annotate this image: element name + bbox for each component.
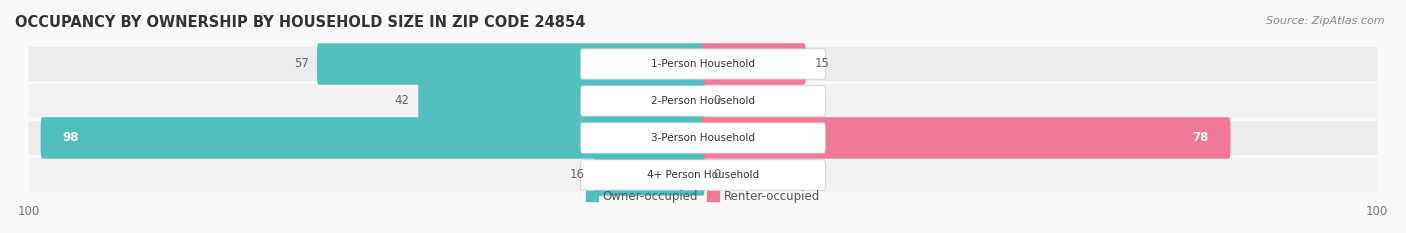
FancyBboxPatch shape bbox=[418, 80, 704, 122]
FancyBboxPatch shape bbox=[581, 123, 825, 153]
Text: 1-Person Household: 1-Person Household bbox=[651, 59, 755, 69]
Text: 3-Person Household: 3-Person Household bbox=[651, 133, 755, 143]
FancyBboxPatch shape bbox=[581, 86, 825, 116]
FancyBboxPatch shape bbox=[581, 160, 825, 190]
Legend: Owner-occupied, Renter-occupied: Owner-occupied, Renter-occupied bbox=[581, 185, 825, 208]
FancyBboxPatch shape bbox=[28, 84, 1378, 118]
FancyBboxPatch shape bbox=[28, 158, 1378, 192]
Text: 16: 16 bbox=[569, 168, 585, 182]
Text: 0: 0 bbox=[713, 168, 720, 182]
FancyBboxPatch shape bbox=[28, 47, 1378, 81]
Text: 98: 98 bbox=[63, 131, 79, 144]
Text: 78: 78 bbox=[1192, 131, 1209, 144]
FancyBboxPatch shape bbox=[318, 43, 704, 85]
Text: Source: ZipAtlas.com: Source: ZipAtlas.com bbox=[1267, 16, 1385, 26]
Text: 42: 42 bbox=[395, 94, 409, 107]
FancyBboxPatch shape bbox=[702, 117, 1230, 159]
Text: 4+ Person Household: 4+ Person Household bbox=[647, 170, 759, 180]
Text: 2-Person Household: 2-Person Household bbox=[651, 96, 755, 106]
Text: 0: 0 bbox=[713, 94, 720, 107]
FancyBboxPatch shape bbox=[593, 154, 704, 196]
Text: OCCUPANCY BY OWNERSHIP BY HOUSEHOLD SIZE IN ZIP CODE 24854: OCCUPANCY BY OWNERSHIP BY HOUSEHOLD SIZE… bbox=[15, 15, 586, 30]
Text: 57: 57 bbox=[294, 58, 309, 71]
Text: 15: 15 bbox=[814, 58, 830, 71]
FancyBboxPatch shape bbox=[28, 121, 1378, 155]
FancyBboxPatch shape bbox=[41, 117, 704, 159]
FancyBboxPatch shape bbox=[702, 43, 806, 85]
FancyBboxPatch shape bbox=[581, 49, 825, 79]
